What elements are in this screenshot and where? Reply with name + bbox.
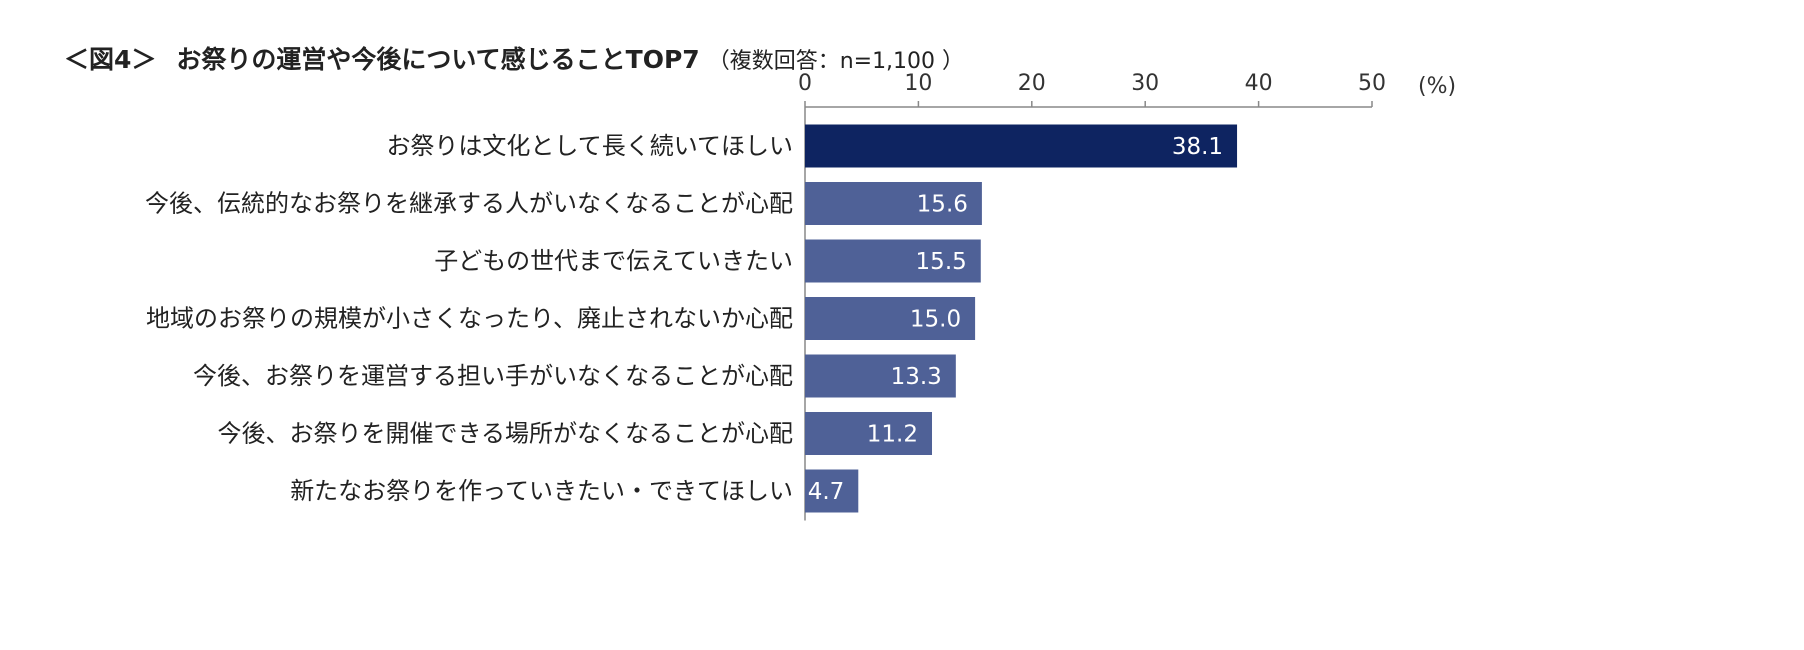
- value-label: 38.1: [1172, 134, 1223, 160]
- chart-title-row: ＜図4＞ お祭りの運営や今後について感じることTOP7 （複数回答：n=1,100 …: [64, 40, 964, 76]
- chart-title: お祭りの運営や今後について感じることTOP7: [176, 45, 700, 74]
- x-tick-label: 20: [1018, 71, 1046, 96]
- x-tick-label: 50: [1358, 71, 1386, 96]
- value-label: 15.6: [917, 192, 968, 218]
- category-label: 今後、伝統的なお祭りを継承する人がいなくなることが心配: [145, 190, 793, 218]
- x-tick-label: 30: [1131, 71, 1159, 96]
- category-label: 地域のお祭りの規模が小さくなったり、廃止されないか心配: [146, 305, 793, 333]
- bars: お祭りは文化として長く続いてほしい 38.1 今後、伝統的なお祭りを継承する人がいな…: [145, 124, 1238, 513]
- category-label: 新たなお祭りを作っていきたい・できてほしい: [290, 477, 793, 505]
- category-label: 今後、お祭りを開催できる場所がなくなることが心配: [217, 420, 793, 448]
- value-label: 11.2: [867, 422, 918, 448]
- category-label: 子どもの世代まで伝えていきたい: [434, 247, 793, 275]
- category-label: お祭りは文化として長く続いてほしい: [386, 132, 793, 160]
- value-label: 15.5: [916, 249, 967, 275]
- x-tick-label: 40: [1245, 71, 1273, 96]
- value-label: 15.0: [910, 307, 961, 333]
- bar: [805, 469, 859, 513]
- x-tick-label: 10: [904, 71, 932, 96]
- bar: [805, 412, 933, 455]
- x-axis: 0 10 20 30 40 50 (%): [798, 71, 1456, 521]
- chart-subtitle: （複数回答：n=1,100 ）: [707, 49, 965, 74]
- value-label: 13.3: [891, 364, 942, 390]
- x-tick-label: 0: [798, 71, 812, 96]
- figure-label: ＜図4＞: [64, 45, 157, 74]
- bar: [805, 297, 976, 340]
- value-label: 4.7: [808, 479, 845, 505]
- bar: [805, 239, 981, 283]
- bar: [805, 182, 982, 225]
- bar: [805, 124, 1238, 168]
- category-label: 今後、お祭りを運営する担い手がいなくなることが心配: [193, 362, 793, 390]
- bar: [805, 354, 956, 398]
- x-unit-label: (%): [1418, 74, 1456, 99]
